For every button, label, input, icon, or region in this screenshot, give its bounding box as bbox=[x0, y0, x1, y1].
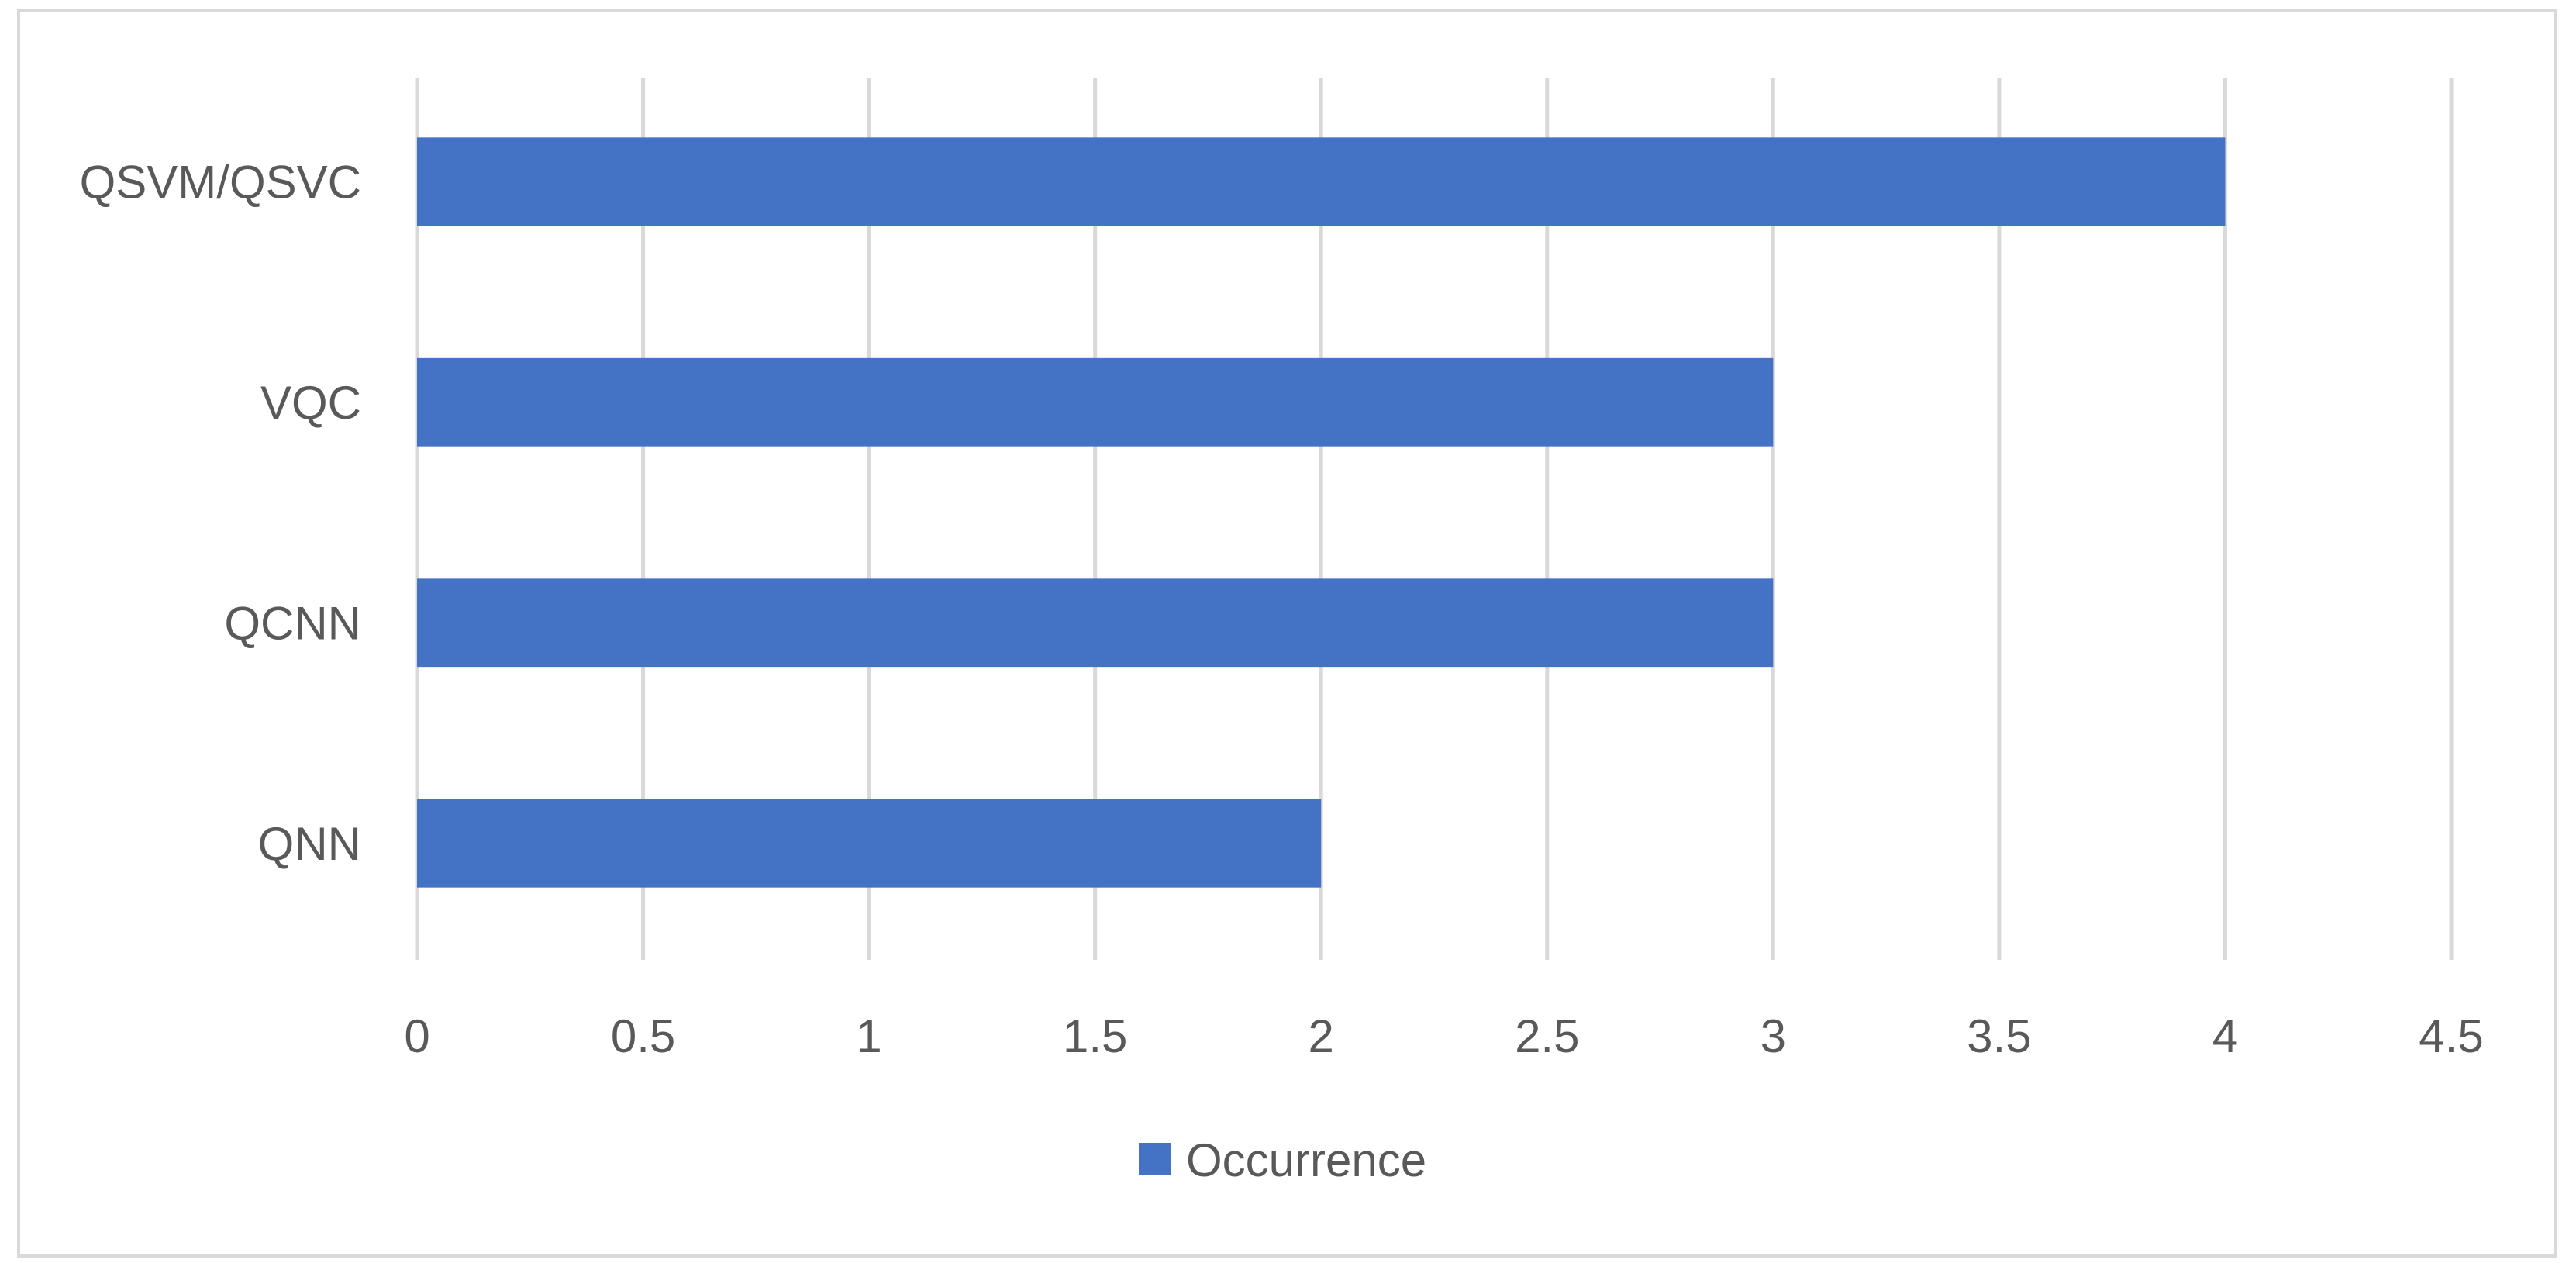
x-tick-label: 1.5 bbox=[1063, 1010, 1127, 1062]
bar-qsvm-qsvc bbox=[417, 137, 2226, 226]
x-tick-label: 2 bbox=[1309, 1010, 1334, 1062]
bar-vqc bbox=[417, 357, 1774, 447]
x-axis-labels: 0 0.5 1 1.5 2 2.5 3 3.5 4 4.5 bbox=[404, 1010, 2483, 1062]
x-tick-label: 4 bbox=[2212, 1010, 2238, 1062]
bar-qnn bbox=[417, 799, 1322, 888]
legend-swatch bbox=[1139, 1143, 1171, 1175]
y-category-label: QSVM/QSVC bbox=[80, 156, 361, 208]
x-tick-label: 0 bbox=[404, 1010, 429, 1062]
y-category-label: QNN bbox=[258, 818, 361, 870]
y-category-label: VQC bbox=[260, 377, 361, 429]
legend-label: Occurrence bbox=[1186, 1134, 1426, 1186]
x-tick-label: 1 bbox=[856, 1010, 881, 1062]
x-tick-label: 3.5 bbox=[1967, 1010, 2031, 1062]
x-tick-label: 4.5 bbox=[2419, 1010, 2483, 1062]
legend: Occurrence bbox=[1139, 1134, 1426, 1186]
y-category-label: QCNN bbox=[224, 597, 361, 649]
x-tick-label: 0.5 bbox=[611, 1010, 675, 1062]
x-tick-label: 2.5 bbox=[1515, 1010, 1579, 1062]
bars bbox=[417, 137, 2226, 888]
bar-qcnn bbox=[417, 578, 1774, 668]
x-tick-label: 3 bbox=[1760, 1010, 1786, 1062]
y-axis-labels: QSVM/QSVC VQC QCNN QNN bbox=[80, 156, 361, 870]
